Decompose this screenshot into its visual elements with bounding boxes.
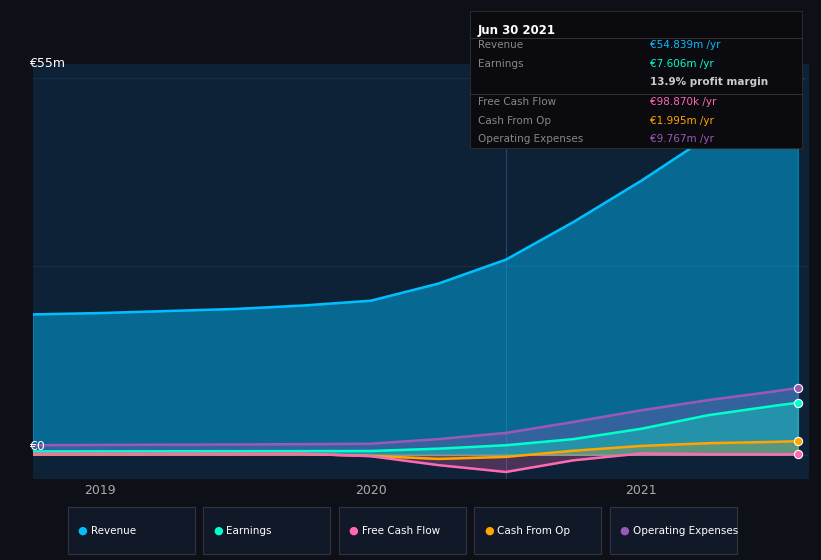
Text: Revenue: Revenue — [90, 526, 135, 535]
Text: €9.767m /yr: €9.767m /yr — [650, 134, 714, 144]
Text: €1.995m /yr: €1.995m /yr — [650, 116, 714, 126]
Point — [791, 398, 805, 407]
Text: €98.870k /yr: €98.870k /yr — [650, 97, 717, 108]
Text: Earnings: Earnings — [478, 59, 523, 69]
Text: Cash From Op: Cash From Op — [478, 116, 551, 126]
Point — [791, 450, 805, 459]
Text: Operating Expenses: Operating Expenses — [633, 526, 738, 535]
Text: ●: ● — [620, 526, 629, 535]
Text: Operating Expenses: Operating Expenses — [478, 134, 583, 144]
Text: Earnings: Earnings — [227, 526, 272, 535]
Text: €0: €0 — [29, 440, 45, 452]
Text: €7.606m /yr: €7.606m /yr — [650, 59, 714, 69]
Text: Revenue: Revenue — [478, 40, 523, 50]
Text: €54.839m /yr: €54.839m /yr — [650, 40, 721, 50]
Text: 13.9% profit margin: 13.9% profit margin — [650, 77, 768, 87]
Text: ●: ● — [213, 526, 222, 535]
Text: ●: ● — [484, 526, 493, 535]
Point — [791, 437, 805, 446]
Text: €55m: €55m — [29, 57, 65, 70]
Text: ●: ● — [77, 526, 87, 535]
Text: Free Cash Flow: Free Cash Flow — [478, 97, 556, 108]
Text: ●: ● — [349, 526, 358, 535]
Point — [791, 384, 805, 393]
Text: Cash From Op: Cash From Op — [498, 526, 570, 535]
Text: Jun 30 2021: Jun 30 2021 — [478, 24, 556, 36]
Text: Free Cash Flow: Free Cash Flow — [362, 526, 440, 535]
Point — [791, 74, 805, 83]
